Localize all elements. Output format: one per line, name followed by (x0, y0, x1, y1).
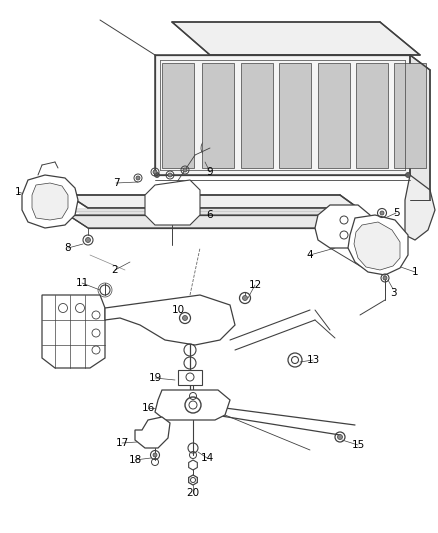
Polygon shape (42, 295, 105, 368)
Polygon shape (32, 183, 68, 220)
Circle shape (136, 176, 140, 180)
Text: 6: 6 (207, 210, 213, 220)
Circle shape (85, 238, 91, 243)
Circle shape (383, 276, 387, 280)
Polygon shape (354, 222, 400, 270)
Polygon shape (315, 205, 375, 248)
Text: 8: 8 (65, 243, 71, 253)
Circle shape (168, 173, 172, 177)
Text: 9: 9 (207, 167, 213, 177)
Polygon shape (68, 215, 358, 228)
Polygon shape (318, 63, 350, 168)
Text: 18: 18 (128, 455, 141, 465)
Text: 20: 20 (187, 488, 200, 498)
Polygon shape (202, 63, 234, 168)
Polygon shape (279, 63, 311, 168)
Circle shape (380, 211, 384, 215)
Polygon shape (145, 180, 200, 225)
Text: 10: 10 (171, 305, 184, 315)
Polygon shape (68, 195, 358, 208)
Text: 3: 3 (390, 288, 396, 298)
Text: 14: 14 (200, 453, 214, 463)
Text: 19: 19 (148, 373, 162, 383)
Circle shape (183, 168, 187, 172)
Text: 12: 12 (248, 280, 261, 290)
Text: 11: 11 (75, 278, 88, 288)
Circle shape (183, 316, 187, 320)
Polygon shape (405, 175, 435, 240)
Text: 1: 1 (15, 187, 21, 197)
Text: 13: 13 (306, 355, 320, 365)
Text: 1: 1 (412, 267, 418, 277)
Polygon shape (135, 417, 170, 448)
Polygon shape (189, 475, 198, 485)
Circle shape (155, 173, 159, 177)
Polygon shape (394, 63, 426, 168)
Circle shape (153, 453, 157, 457)
Polygon shape (105, 295, 235, 345)
Polygon shape (22, 175, 78, 228)
Text: 16: 16 (141, 403, 155, 413)
Polygon shape (162, 63, 194, 168)
Circle shape (338, 434, 343, 440)
Polygon shape (356, 63, 388, 168)
Polygon shape (172, 22, 420, 55)
Circle shape (153, 170, 157, 174)
Polygon shape (178, 370, 202, 385)
Polygon shape (155, 55, 410, 175)
Polygon shape (241, 63, 273, 168)
Polygon shape (189, 460, 198, 470)
Polygon shape (348, 215, 408, 275)
Polygon shape (155, 390, 230, 420)
Text: 2: 2 (112, 265, 118, 275)
Polygon shape (410, 55, 430, 200)
Text: 15: 15 (351, 440, 364, 450)
Text: 4: 4 (307, 250, 313, 260)
Circle shape (406, 173, 410, 177)
Text: 17: 17 (115, 438, 129, 448)
Text: 5: 5 (393, 208, 399, 218)
Text: 7: 7 (113, 178, 119, 188)
Circle shape (243, 295, 247, 301)
